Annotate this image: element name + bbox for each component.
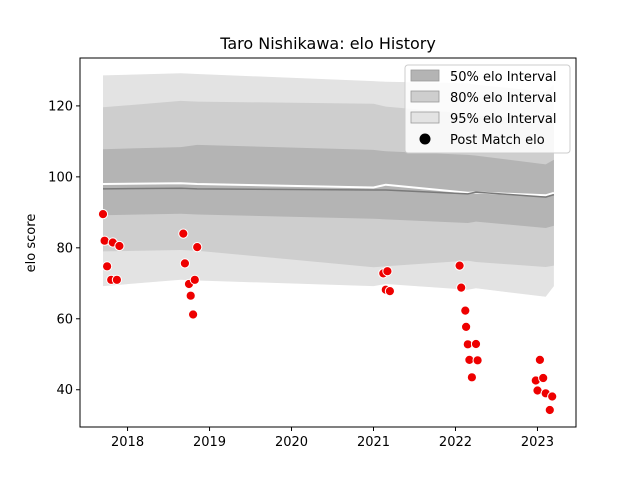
legend-box xyxy=(404,64,571,154)
legend-label: Post Match elo xyxy=(450,133,545,148)
post-match-point xyxy=(97,209,109,220)
post-match-point xyxy=(192,242,203,253)
post-match-point xyxy=(456,282,467,293)
post-match-point xyxy=(114,240,125,252)
x-tick-label: 2023 xyxy=(521,435,554,450)
post-match-point xyxy=(538,372,549,384)
y-tick-label: 100 xyxy=(48,170,73,185)
post-match-point xyxy=(188,309,199,320)
y-tick-label: 60 xyxy=(56,312,73,327)
post-match-point xyxy=(460,305,471,316)
legend-swatch xyxy=(410,111,440,124)
y-tick-label: 80 xyxy=(56,241,73,256)
legend-swatch xyxy=(410,90,440,103)
post-match-point xyxy=(178,228,189,239)
x-tick-label: 2019 xyxy=(193,435,226,450)
post-match-point xyxy=(102,261,113,272)
legend-label: 50% elo Interval xyxy=(450,70,557,85)
x-tick-label: 2018 xyxy=(111,435,144,450)
post-match-point xyxy=(179,258,190,269)
post-match-point xyxy=(454,260,465,271)
post-match-point xyxy=(382,266,393,277)
y-axis: 40 60 80 100 120 xyxy=(48,99,80,398)
x-tick-label: 2020 xyxy=(275,435,308,450)
mean-line xyxy=(102,182,555,197)
y-tick-label: 40 xyxy=(56,383,73,398)
plot-frame xyxy=(79,57,577,428)
chart-title: Taro Nishikawa: elo History xyxy=(219,34,436,53)
legend: 50% elo Interval 80% elo Interval 95% elo … xyxy=(404,64,571,154)
post-match-point xyxy=(185,290,196,301)
legend-marker xyxy=(419,133,431,145)
post-match-point xyxy=(461,321,472,332)
post-match-point xyxy=(384,286,395,297)
y-axis-label: elo score xyxy=(24,214,39,273)
post-match-point xyxy=(547,391,558,402)
post-match-point xyxy=(111,274,123,285)
post-match-points xyxy=(97,209,558,416)
post-match-point xyxy=(99,235,110,246)
post-match-point xyxy=(534,354,546,365)
elo-lines xyxy=(102,182,555,198)
legend-label: 95% elo Interval xyxy=(450,112,557,127)
x-axis: 2018 2019 2020 2021 2022 2023 xyxy=(111,427,554,450)
legend-swatch xyxy=(410,69,440,82)
post-match-point xyxy=(544,404,555,416)
y-tick-label: 120 xyxy=(48,99,73,114)
x-tick-label: 2021 xyxy=(357,435,390,450)
post-match-point xyxy=(472,355,483,366)
x-tick-label: 2022 xyxy=(439,435,472,450)
legend-label: 80% elo Interval xyxy=(450,91,557,106)
post-match-point xyxy=(466,372,477,383)
post-match-point xyxy=(470,338,482,350)
post-match-point xyxy=(189,274,200,285)
median-line xyxy=(102,187,555,198)
